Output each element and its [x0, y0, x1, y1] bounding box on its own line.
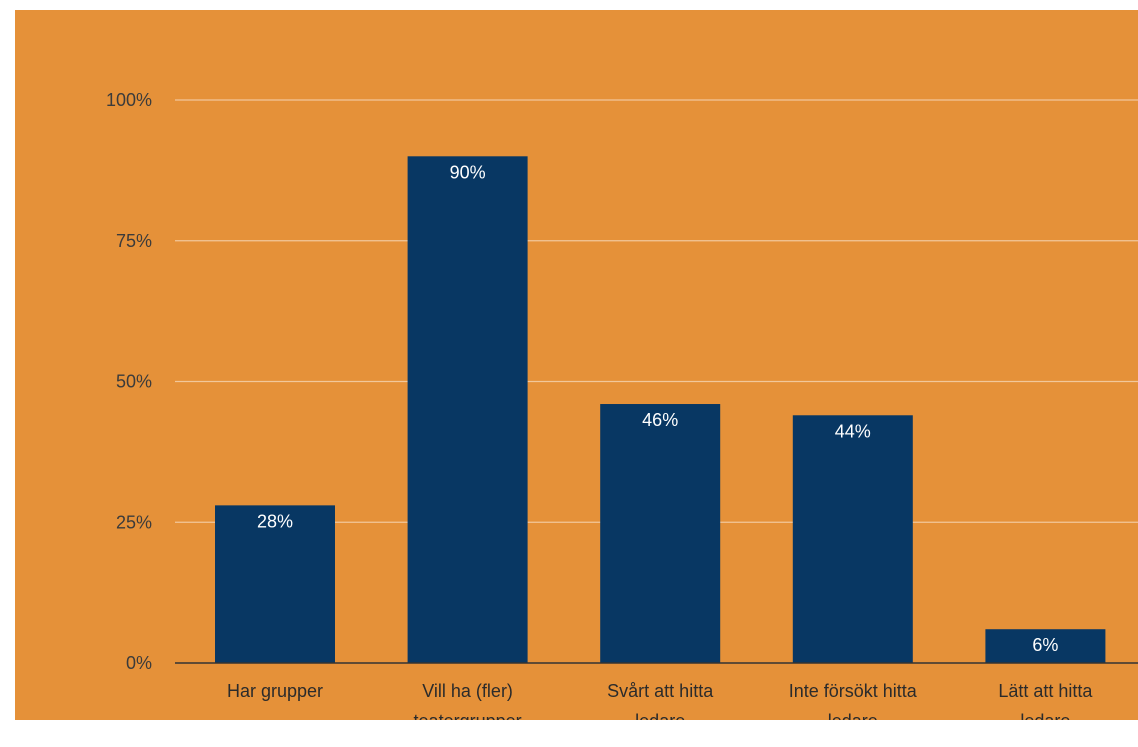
bar-value-label: 28% [257, 511, 293, 531]
bars: 28% 90% 46% 44% 6% [215, 156, 1106, 664]
x-category-label: ledare [1020, 711, 1070, 720]
x-category-label: Lätt att hitta [998, 681, 1093, 701]
y-axis-ticks: 0% 25% 50% 75% 100% [106, 90, 152, 673]
y-tick-label: 50% [116, 372, 152, 392]
x-category-label: ledare [635, 711, 685, 720]
bar [215, 505, 335, 663]
x-category-label: Har grupper [227, 681, 323, 701]
bar [600, 404, 721, 663]
bar-value-label: 46% [642, 410, 678, 430]
y-tick-label: 0% [126, 653, 152, 673]
bar [407, 156, 528, 664]
bar [985, 629, 1106, 663]
y-tick-label: 75% [116, 231, 152, 251]
x-axis-categories: Har grupper Vill ha (fler) teatergrupper Sv… [227, 681, 1093, 720]
bar [792, 415, 913, 663]
x-category-label: Svårt att hitta [607, 681, 714, 701]
y-tick-label: 25% [116, 512, 152, 532]
bar-chart: 0% 25% 50% 75% 100% 28% 90% 46% 44% 6% Har grupp… [15, 10, 1138, 720]
bar-value-label: 90% [450, 162, 486, 182]
chart-background [15, 10, 1138, 720]
bar-value-label: 44% [835, 421, 871, 441]
y-tick-label: 100% [106, 90, 152, 110]
x-category-label: Inte försökt hitta [789, 681, 918, 701]
bar-value-label: 6% [1032, 635, 1058, 655]
chart-panel: 0% 25% 50% 75% 100% 28% 90% 46% 44% 6% Har grupp… [15, 10, 1138, 720]
x-category-label: Vill ha (fler) [422, 681, 513, 701]
x-category-label: ledare [828, 711, 878, 720]
x-category-label: teatergrupper [414, 711, 522, 720]
